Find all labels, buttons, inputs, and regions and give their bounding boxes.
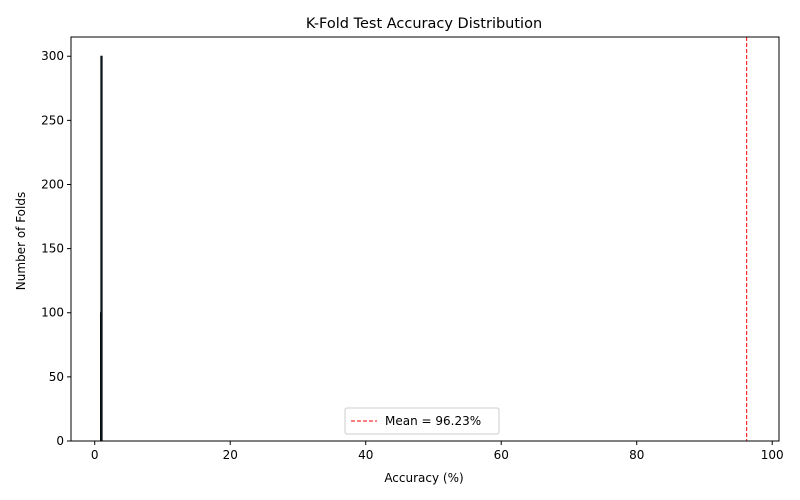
- x-tick-label: 20: [223, 448, 238, 462]
- y-tick-label: 250: [41, 113, 64, 127]
- legend-label: Mean = 96.23%: [385, 414, 481, 428]
- axes-frame: [70, 36, 780, 442]
- x-tick-label: 100: [761, 448, 784, 462]
- plot-area: 0 20 40 60 80 100 0 50 100 150 200 250 300 Mean = 96.…: [41, 36, 784, 462]
- x-tick-label: 80: [629, 448, 644, 462]
- histogram-bar: [100, 55, 103, 442]
- y-tick-label: 150: [41, 242, 64, 256]
- y-tick-label: 200: [41, 177, 64, 191]
- x-tick-label: 40: [358, 448, 373, 462]
- y-tick-label: 300: [41, 49, 64, 63]
- y-axis-label: Number of Folds: [14, 192, 28, 290]
- x-tick-label: 0: [91, 448, 99, 462]
- chart-title: K-Fold Test Accuracy Distribution: [306, 16, 542, 32]
- x-axis-label: Accuracy (%): [384, 471, 463, 485]
- y-tick-label: 100: [41, 306, 64, 320]
- y-tick-label: 0: [56, 434, 64, 448]
- legend-box: [344, 407, 500, 435]
- y-tick-label: 50: [49, 370, 64, 384]
- x-tick-label: 60: [494, 448, 509, 462]
